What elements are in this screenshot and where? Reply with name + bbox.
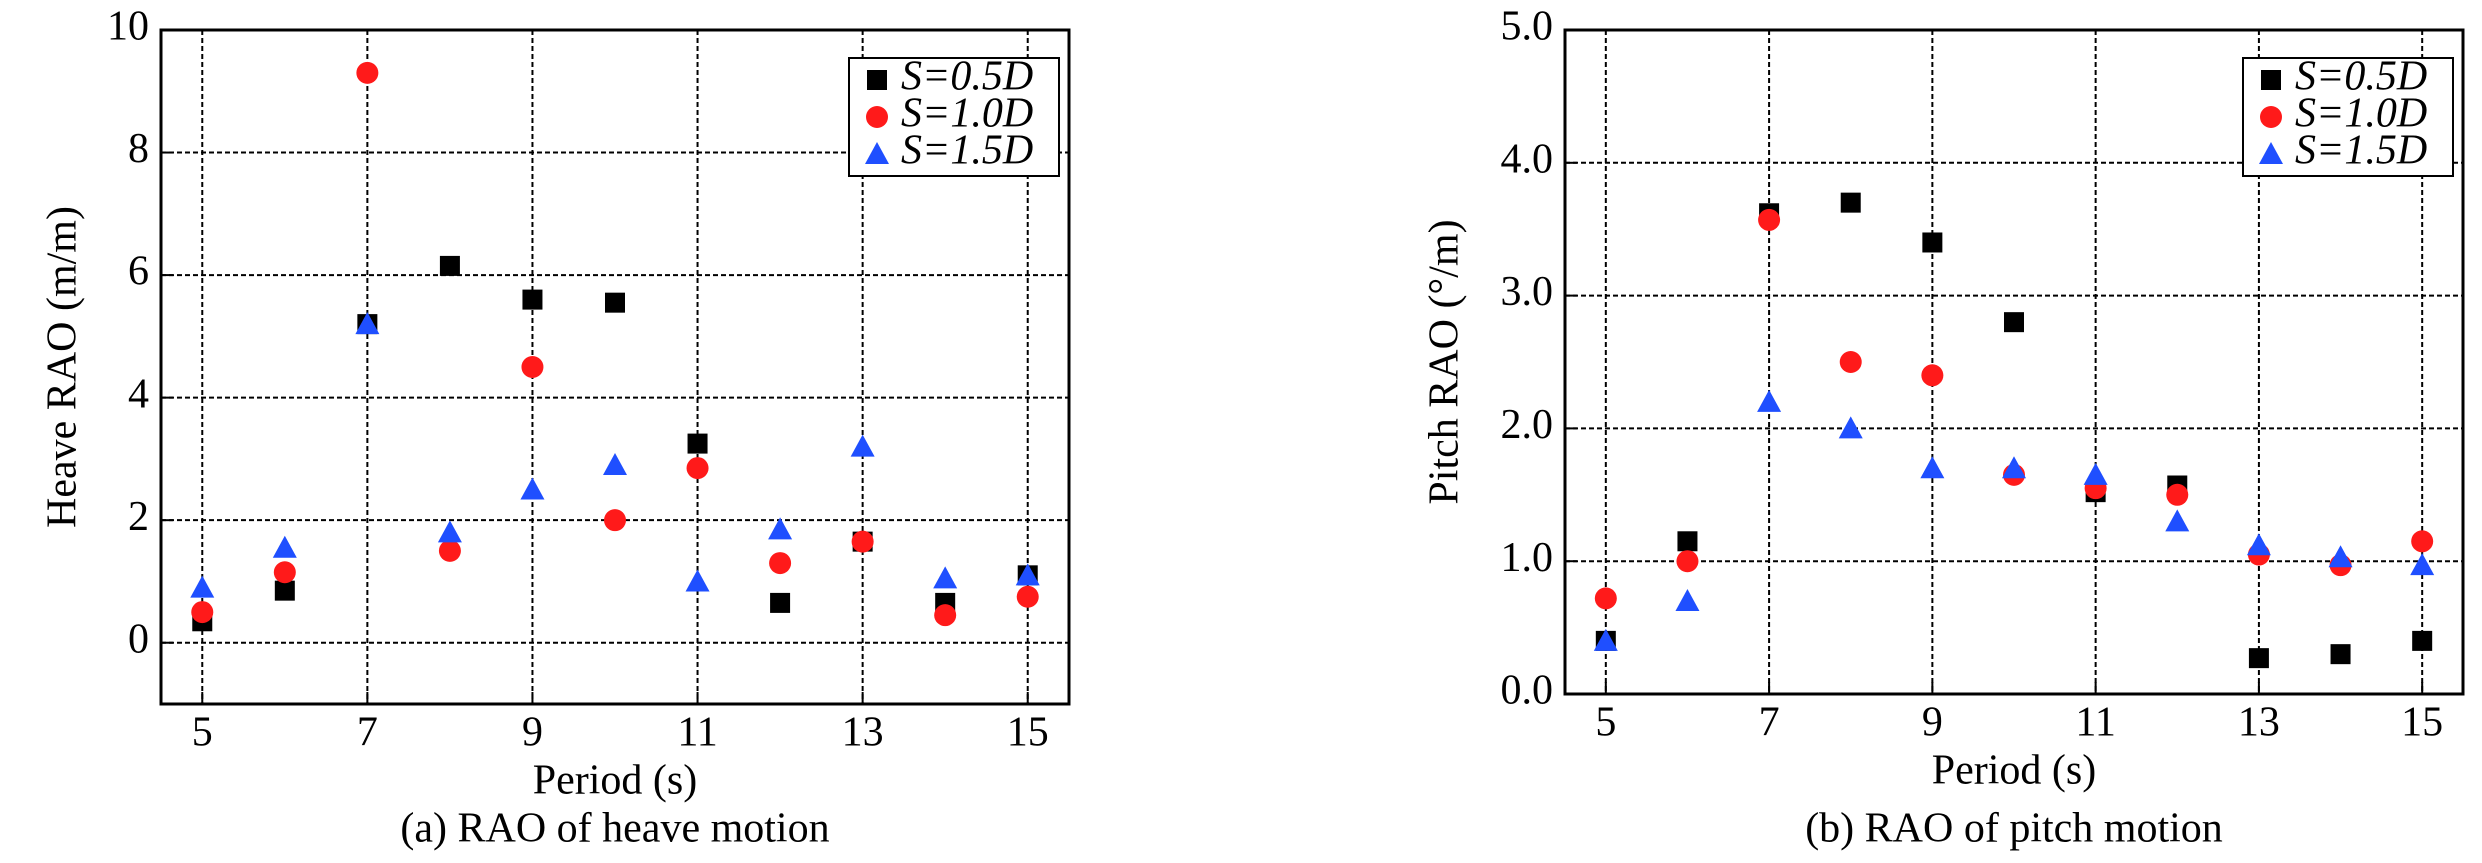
legend-marker	[2259, 142, 2283, 164]
y-tick-label: 0.0	[1501, 668, 1554, 714]
y-tick-label: 10	[107, 4, 149, 50]
marker	[2411, 530, 2434, 553]
x-tick-label: 7	[357, 710, 378, 756]
marker	[355, 312, 380, 335]
marker	[273, 561, 296, 584]
y-axis-label: Pitch RAO (°/m)	[1422, 219, 1468, 504]
marker	[2002, 456, 2026, 479]
marker	[1758, 208, 1781, 231]
marker	[770, 592, 791, 613]
marker	[1676, 550, 1699, 573]
legend-label: S=1.0D	[901, 91, 1033, 137]
legend-label: S=0.5D	[901, 54, 1033, 100]
y-tick-label: 6	[128, 249, 149, 295]
marker	[2412, 630, 2433, 651]
marker	[1593, 628, 1618, 651]
marker	[521, 356, 544, 378]
marker	[2166, 483, 2189, 506]
plot-frame	[1563, 28, 2465, 696]
marker	[685, 569, 710, 592]
marker	[274, 580, 295, 601]
x-tick-label: 11	[2075, 700, 2115, 746]
y-tick-label: 2	[128, 494, 149, 540]
marker	[272, 535, 297, 558]
marker	[1920, 456, 1945, 479]
marker	[2248, 648, 2269, 669]
plot-frame	[159, 28, 1071, 706]
y-tick-label: 4.0	[1501, 136, 1554, 182]
legend-marker	[867, 70, 887, 90]
marker	[191, 601, 214, 624]
legend-label: S=1.5D	[2295, 128, 2427, 174]
legend-label: S=1.5D	[901, 128, 1033, 174]
marker	[1840, 192, 1861, 213]
marker	[603, 453, 627, 476]
marker	[768, 517, 793, 540]
marker	[934, 604, 957, 627]
x-tick-label: 13	[842, 710, 884, 756]
x-tick-label: 5	[1595, 700, 1616, 746]
x-axis-label: Period (s)	[533, 758, 697, 804]
caption: (b) RAO of pitch motion	[1805, 806, 2223, 852]
y-tick-label: 4	[128, 371, 149, 417]
marker	[190, 575, 215, 598]
marker	[686, 457, 709, 480]
marker	[2410, 553, 2435, 576]
legend-label: S=0.5D	[2295, 54, 2427, 100]
caption: (a) RAO of heave motion	[400, 806, 829, 852]
marker	[439, 255, 460, 276]
marker	[2083, 462, 2108, 485]
y-tick-label: 1.0	[1501, 535, 1554, 581]
marker	[1594, 587, 1617, 610]
x-tick-label: 9	[1922, 700, 1943, 746]
x-tick-label: 15	[2401, 700, 2443, 746]
x-tick-label: 9	[522, 710, 543, 756]
marker	[1677, 531, 1698, 552]
marker	[1757, 389, 1782, 412]
marker	[2330, 644, 2351, 665]
marker	[605, 292, 625, 313]
marker	[1016, 585, 1039, 608]
legend-marker	[866, 106, 888, 128]
marker	[2246, 533, 2271, 556]
x-axis-label: Period (s)	[1932, 748, 2096, 794]
marker	[851, 530, 874, 553]
marker	[1922, 232, 1943, 253]
marker	[1921, 364, 1944, 387]
marker	[687, 433, 708, 454]
y-tick-label: 8	[128, 126, 149, 172]
x-tick-label: 15	[1007, 710, 1049, 756]
marker	[1015, 563, 1040, 586]
y-tick-label: 5.0	[1501, 4, 1554, 50]
y-axis-label: Heave RAO (m/m)	[40, 206, 86, 528]
marker	[438, 539, 461, 562]
legend-marker	[2261, 70, 2281, 90]
marker	[520, 477, 545, 500]
marker	[1839, 351, 1862, 373]
marker	[850, 434, 875, 457]
marker	[769, 552, 792, 575]
y-tick-label: 2.0	[1501, 402, 1554, 448]
x-tick-label: 5	[192, 710, 213, 756]
x-tick-label: 13	[2238, 700, 2280, 746]
legend-label: S=1.0D	[2295, 91, 2427, 137]
marker	[437, 520, 462, 543]
marker	[1675, 589, 1700, 612]
legend-marker	[2260, 106, 2282, 128]
marker	[522, 289, 543, 310]
marker	[933, 566, 958, 589]
y-tick-label: 0	[128, 616, 149, 662]
marker	[1838, 416, 1863, 439]
x-tick-label: 11	[677, 710, 717, 756]
marker	[2004, 312, 2024, 333]
marker	[356, 61, 379, 84]
y-tick-label: 3.0	[1501, 269, 1554, 315]
x-tick-label: 7	[1759, 700, 1780, 746]
legend-marker	[865, 142, 889, 164]
marker	[2328, 545, 2353, 568]
marker	[2165, 509, 2190, 532]
marker	[604, 509, 626, 532]
